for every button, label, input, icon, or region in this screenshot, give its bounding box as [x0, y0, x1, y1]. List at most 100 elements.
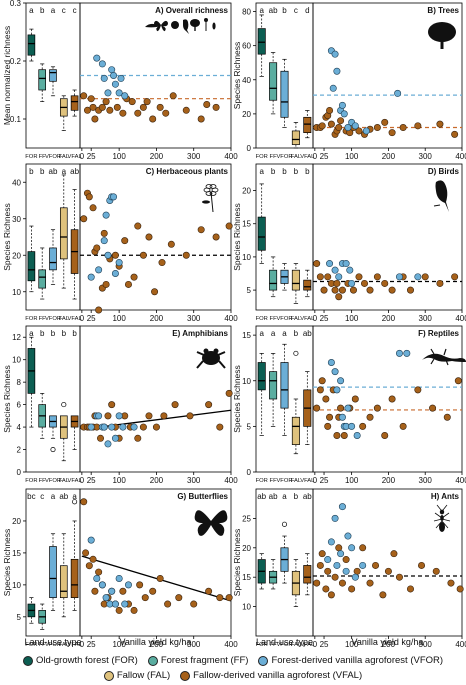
panel-title: E) Amphibians	[172, 329, 228, 338]
x-group-label: VFOR	[45, 478, 61, 484]
vfal-point	[197, 115, 205, 123]
vfal-point	[119, 109, 127, 117]
x-axis-label-left: Land-use type	[24, 637, 81, 647]
vfal-point	[143, 98, 151, 106]
legend-item-vfal: Fallow-derived vanilla agroforest (VFAL)	[180, 670, 362, 681]
legend-row-2: Fallow (FAL) Fallow-derived vanilla agro…	[0, 668, 466, 683]
x-group-label: FF	[39, 316, 47, 322]
vfal-point	[331, 286, 339, 294]
x-tick-label: 100	[345, 640, 359, 649]
ant-head	[439, 509, 445, 515]
vfal-point	[139, 103, 147, 111]
x-tick-label: 0	[80, 476, 85, 485]
y-axis-label: Species Richness	[232, 42, 242, 110]
vfor-point	[110, 72, 118, 80]
x-tick-label: 25	[87, 314, 96, 323]
vfor-point	[95, 412, 103, 420]
x-tick-label: 300	[187, 640, 201, 649]
vfal-point	[429, 404, 437, 412]
vfal-point	[169, 92, 177, 100]
box-VFAL	[303, 371, 312, 445]
vfal-point	[436, 279, 444, 287]
significance-letter: ab	[269, 492, 278, 501]
vfor-point	[115, 259, 123, 267]
vfor-point	[115, 574, 123, 582]
y-tick-label: 20	[12, 251, 21, 260]
vfal-point	[335, 293, 343, 301]
vfor-point	[395, 273, 403, 281]
legend-swatch-vfal	[180, 670, 191, 681]
y-tick-label: 25	[242, 514, 251, 523]
significance-letter: a	[259, 6, 264, 15]
scatter-plot-frame	[312, 163, 463, 311]
vfor-point	[348, 279, 356, 287]
x-tick-label: 100	[112, 476, 126, 485]
x-tick-label: 200	[382, 152, 396, 161]
vfal-point	[454, 377, 462, 385]
vfal-point	[316, 386, 324, 394]
box-FAL	[59, 533, 68, 618]
vfal-point	[134, 434, 142, 442]
vfal-point	[190, 600, 198, 608]
vfal-point	[139, 423, 147, 431]
y-tick-label: 10	[12, 356, 21, 365]
x-tick-label: 300	[419, 640, 433, 649]
x-group-label: FF	[39, 642, 47, 648]
x-tick-label: 0	[313, 152, 318, 161]
vfal-point	[379, 591, 387, 599]
y-tick-label: 0	[17, 468, 22, 477]
x-tick-label: 25	[320, 640, 329, 649]
vfor-point	[414, 273, 422, 281]
box-FAL	[59, 174, 68, 289]
y-tick-label: 6	[17, 401, 22, 410]
vfal-point	[451, 273, 459, 281]
vfal-point	[89, 555, 97, 563]
vfal-point	[388, 129, 396, 137]
vfal-point	[87, 95, 95, 103]
scatter-plot-frame	[79, 163, 232, 311]
x-group-label: FF	[270, 154, 278, 160]
x-group-label: FAL	[291, 478, 302, 484]
mini-ant	[212, 22, 216, 30]
vfor-point	[108, 587, 116, 595]
x-group-label: FAL	[291, 154, 302, 160]
box-outlier	[72, 499, 78, 505]
vfal-point	[338, 286, 346, 294]
x-group-label: FOR	[256, 316, 268, 322]
box-FOR	[27, 28, 36, 62]
x-group-label: FF	[39, 154, 47, 160]
vfal-point	[318, 122, 326, 130]
x-group-label: VFAL	[68, 316, 83, 322]
ant-legs	[433, 504, 451, 529]
x-group-label: VFAL	[68, 154, 83, 160]
x-tick-label: 100	[112, 152, 126, 161]
significance-letter: b	[271, 167, 276, 176]
vfor-point	[98, 60, 106, 68]
y-tick-label: 20	[242, 187, 251, 196]
legend: Old-growth forest (FOR) Forest fragment …	[0, 653, 466, 683]
x-group-label: FF	[39, 478, 47, 484]
vfal-point	[318, 377, 326, 385]
lizard-body	[422, 353, 466, 362]
mini-plant-flower	[204, 18, 208, 22]
y-tick-label: 10	[12, 288, 21, 297]
panel-title: A) Overall richness	[155, 6, 228, 15]
scatter-plot-frame	[312, 325, 463, 473]
box-VFAL	[70, 189, 79, 300]
box-iqr	[291, 130, 300, 145]
x-tick-label: 300	[419, 152, 433, 161]
vfal-point	[216, 423, 224, 431]
vfal-point	[91, 587, 99, 595]
mini-bird	[183, 19, 189, 34]
vfal-point	[366, 286, 374, 294]
organisms-icon	[145, 18, 216, 34]
box-iqr	[38, 269, 47, 289]
y-tick-label: 20	[242, 110, 251, 119]
y-tick-label: 5	[247, 286, 252, 295]
vfal-point	[399, 124, 407, 132]
significance-letter: a	[271, 329, 276, 338]
vfal-point	[322, 585, 330, 593]
vfal-point	[139, 251, 147, 259]
